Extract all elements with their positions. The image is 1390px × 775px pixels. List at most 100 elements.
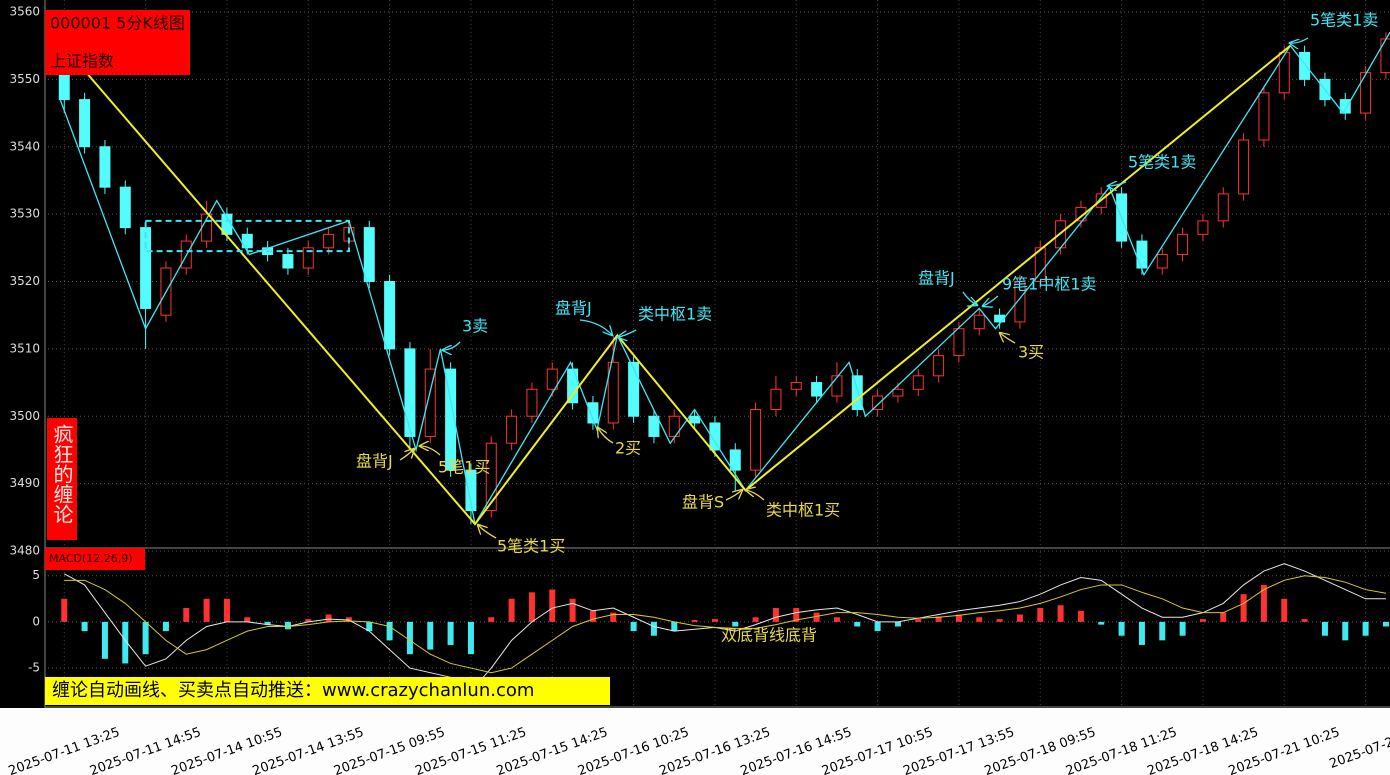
macd-bar bbox=[122, 621, 129, 664]
macd-bar bbox=[427, 621, 434, 650]
candle-body bbox=[1238, 139, 1250, 195]
macd-bar bbox=[874, 621, 881, 632]
macd-bar bbox=[61, 598, 68, 622]
arrow bbox=[746, 490, 765, 501]
macd-bar bbox=[711, 619, 718, 622]
arrow bbox=[1108, 182, 1127, 186]
macd-bar bbox=[1179, 621, 1186, 636]
annotation: 5笔类1卖 bbox=[1128, 153, 1196, 172]
annotation: 5笔类1卖 bbox=[1310, 11, 1378, 30]
macd-bar bbox=[1362, 621, 1369, 636]
annotation: 3买 bbox=[1018, 343, 1044, 362]
arrow bbox=[618, 329, 637, 337]
macd-bar bbox=[813, 612, 820, 622]
banner: 缠论自动画线、买卖点自动推送：www.crazychanlun.com bbox=[52, 680, 534, 701]
macd-bar bbox=[996, 619, 1003, 622]
macd-bar bbox=[264, 621, 271, 625]
annotation: 5笔1买 bbox=[438, 458, 490, 477]
macd-bar bbox=[691, 620, 698, 622]
candle-body bbox=[587, 402, 599, 424]
candle-body bbox=[770, 388, 782, 411]
macd-bar bbox=[1138, 621, 1145, 645]
candle-body bbox=[892, 388, 904, 397]
macd-bar bbox=[894, 621, 901, 627]
candle-body bbox=[933, 355, 945, 377]
candle-body bbox=[546, 368, 558, 390]
annotation: 盘背S bbox=[682, 493, 724, 512]
macd-bar bbox=[1077, 610, 1084, 622]
banner-box bbox=[45, 677, 610, 705]
macd-title-box bbox=[45, 548, 145, 570]
axis-bg bbox=[0, 708, 1390, 775]
candle-body bbox=[323, 233, 335, 249]
watermark: 疯狂的缠论 bbox=[50, 424, 74, 524]
candle-body bbox=[485, 442, 497, 512]
macd-bar bbox=[793, 608, 800, 622]
y-tick-label: 3500 bbox=[9, 409, 40, 423]
title-box bbox=[45, 10, 190, 75]
y-tick-label: 3480 bbox=[9, 544, 40, 558]
macd-bar bbox=[1057, 605, 1064, 622]
macd-bar bbox=[976, 617, 983, 622]
y-tick-label: -5 bbox=[28, 661, 40, 675]
macd-bar bbox=[1281, 598, 1288, 622]
candle-body bbox=[1197, 220, 1209, 235]
candle-body bbox=[221, 213, 233, 235]
candle-body bbox=[1014, 281, 1026, 323]
macd-bar bbox=[589, 610, 596, 622]
candle-body bbox=[1339, 99, 1351, 114]
y-tick-label: 3540 bbox=[9, 139, 40, 153]
macd-bar bbox=[833, 617, 840, 622]
macd-bar bbox=[203, 598, 210, 622]
candle-body bbox=[282, 254, 294, 269]
candle-body bbox=[140, 227, 152, 309]
macd-bar bbox=[1037, 608, 1044, 622]
macd-bar bbox=[569, 598, 576, 622]
macd-bar bbox=[1098, 621, 1105, 625]
chart-subtitle: 上证指数 bbox=[50, 52, 114, 71]
arrow bbox=[598, 428, 614, 444]
macd-bar bbox=[325, 614, 332, 622]
macd-bar bbox=[284, 621, 291, 630]
macd-bar bbox=[752, 617, 759, 622]
candle-body bbox=[831, 375, 843, 397]
macd-bar bbox=[610, 612, 617, 622]
candle-body bbox=[79, 99, 91, 148]
macd-bar bbox=[1260, 584, 1267, 622]
candle-body bbox=[1278, 51, 1290, 94]
candle-body bbox=[1075, 206, 1087, 222]
stroke-line bbox=[59, 31, 1390, 526]
y-tick-label: 3520 bbox=[9, 274, 40, 288]
macd-bar bbox=[508, 598, 515, 622]
annotation: 类中枢1买 bbox=[766, 501, 840, 520]
arrow bbox=[1290, 37, 1309, 43]
macd-bar bbox=[183, 608, 190, 622]
candle-body bbox=[668, 415, 680, 437]
annotation: 盘背J bbox=[918, 269, 955, 288]
macd-bar bbox=[366, 621, 373, 632]
candle-body bbox=[851, 375, 863, 411]
candle-body bbox=[445, 368, 457, 471]
macd-bar bbox=[488, 617, 495, 622]
candle-body bbox=[506, 415, 518, 444]
candle-body bbox=[363, 227, 375, 283]
macd-bar bbox=[671, 621, 678, 632]
candle-body bbox=[1217, 193, 1229, 222]
arrow bbox=[399, 449, 414, 461]
arrow bbox=[579, 319, 612, 335]
chart-title: 000001 5分K线图 bbox=[50, 14, 185, 33]
chart-bg bbox=[0, 0, 1390, 708]
y-tick-label: 0 bbox=[32, 614, 40, 628]
annotation: 3卖 bbox=[462, 317, 488, 336]
macd-bar bbox=[1321, 621, 1328, 636]
macd-bar bbox=[223, 598, 230, 622]
macd-bar bbox=[1301, 619, 1308, 622]
candle-body bbox=[729, 449, 741, 471]
macd-bar bbox=[1220, 612, 1227, 622]
candle-body bbox=[912, 375, 924, 390]
y-tick-label: 3560 bbox=[9, 5, 40, 19]
macd-bar bbox=[549, 589, 556, 622]
macd-bar bbox=[955, 614, 962, 622]
candle-body bbox=[1258, 92, 1270, 141]
